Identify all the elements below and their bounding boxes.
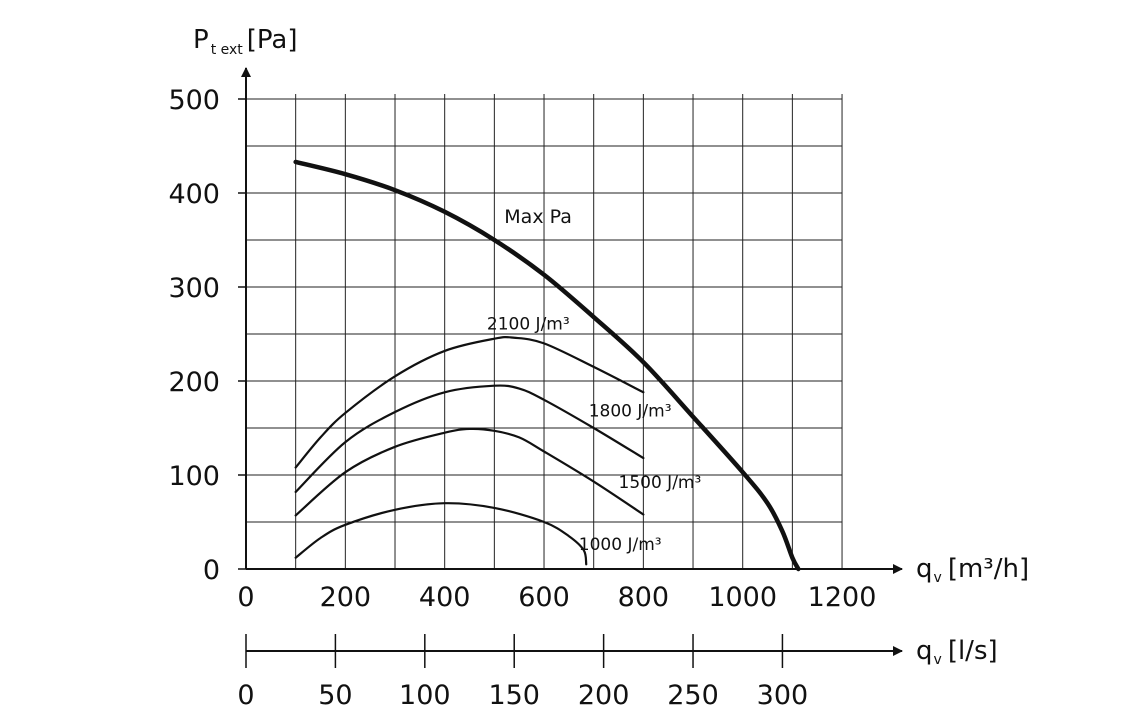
x-tick-label-m3h: 600 xyxy=(518,582,570,613)
curve-label-1500-j-m: 1500 J/m³ xyxy=(619,473,702,493)
x-tick-label-ls: 100 xyxy=(399,680,451,711)
series-line-1800-j-m xyxy=(294,384,645,494)
x-tick-label-m3h: 800 xyxy=(618,582,670,613)
y-tick-label: 100 xyxy=(168,461,220,492)
curve-label-2100-j-m: 2100 J/m³ xyxy=(487,314,570,334)
x-tick-label-m3h: 400 xyxy=(419,582,471,613)
x-axis-title-ls-main: q xyxy=(916,636,933,666)
x-tick-label-ls: 200 xyxy=(578,680,630,711)
x-axis-title-m3h-main: q xyxy=(916,554,933,584)
x-tick-label-m3h: 1000 xyxy=(708,582,777,613)
series-group xyxy=(293,159,801,572)
y-tick-label: 0 xyxy=(203,555,220,586)
curve-label-max-pa: Max Pa xyxy=(504,206,572,228)
y-tick-label: 400 xyxy=(168,179,220,210)
y-tick-label: 500 xyxy=(168,85,220,116)
y-tick-label: 200 xyxy=(168,367,220,398)
x-tick-label-ls: 300 xyxy=(757,680,809,711)
series-line-1500-j-m xyxy=(294,427,645,517)
series-line-1000-j-m xyxy=(294,502,588,566)
x-axis-title-m3h-unit: [m³/h] xyxy=(948,554,1029,584)
series-line-max-pa xyxy=(293,159,801,572)
x-tick-label-ls: 250 xyxy=(667,680,719,711)
y-axis-title-sub: t ext xyxy=(211,42,244,58)
x-tick-label-m3h: 200 xyxy=(320,582,372,613)
y-tick-label: 300 xyxy=(168,273,220,304)
series-line-2100-j-m xyxy=(294,336,645,469)
axes: 0 100 200 300 400 500 0 200 400 600 800 1000 1200 0 50… xyxy=(168,67,903,711)
x-tick-label-ls: 50 xyxy=(318,680,352,711)
x-axis-title-ls-sub: v xyxy=(934,652,942,668)
x-tick-label-ls: 150 xyxy=(488,680,540,711)
curve-labels: Max Pa 2100 J/m³ 1800 J/m³ 1500 J/m³ 1000 J/… xyxy=(487,206,701,555)
x-tick-label-m3h: 0 xyxy=(237,582,254,613)
x-axis-title-ls-unit: [l/s] xyxy=(948,636,998,666)
x-tick-label-m3h: 1200 xyxy=(808,582,877,613)
y-axis-title-unit: [Pa] xyxy=(247,25,298,55)
x-axis-title-m3h: qv [m³/h] xyxy=(916,554,1029,586)
curve-label-1800-j-m: 1800 J/m³ xyxy=(589,402,672,422)
curve-label-1000-j-m: 1000 J/m³ xyxy=(579,535,662,555)
x-tick-label-ls: 0 xyxy=(237,680,254,711)
x-axis-title-ls: qv [l/s] xyxy=(916,636,998,668)
x-axis-title-m3h-sub: v xyxy=(934,570,942,586)
y-axis-title-main: P xyxy=(193,25,209,55)
